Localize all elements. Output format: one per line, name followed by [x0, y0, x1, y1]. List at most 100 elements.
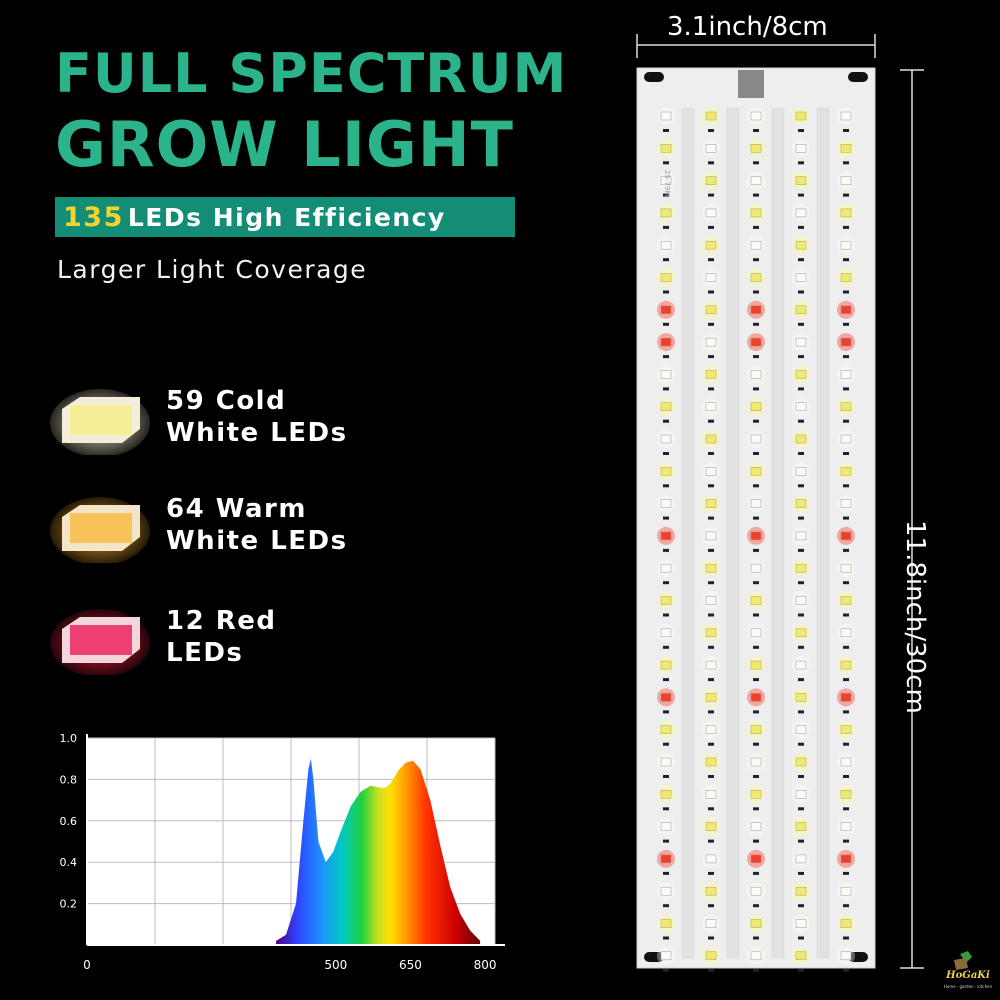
- subtitle: Larger Light Coverage: [57, 255, 368, 284]
- resistor: [798, 193, 804, 197]
- led-chip: [750, 919, 762, 928]
- spectrum-area: [276, 758, 481, 945]
- resistor: [663, 839, 669, 843]
- resistor: [663, 581, 669, 585]
- led-chip: [840, 660, 852, 670]
- led-chip: [705, 886, 717, 896]
- led-chip: [705, 208, 717, 218]
- resistor: [663, 355, 669, 359]
- led-chip: [705, 790, 717, 799]
- led-chip: [660, 370, 672, 379]
- resistor: [798, 548, 804, 552]
- led-chip: [660, 693, 672, 702]
- led-chip: [795, 919, 807, 928]
- led-chip: [840, 144, 852, 153]
- resistor: [843, 581, 849, 585]
- resistor: [663, 742, 669, 746]
- led-chip: [750, 790, 762, 799]
- resistor: [798, 678, 804, 682]
- led-chip: [750, 886, 762, 896]
- resistor: [798, 613, 804, 617]
- resistor: [753, 936, 759, 940]
- resistor: [663, 710, 669, 714]
- led-chip: [660, 402, 672, 411]
- led-chip: [840, 563, 852, 573]
- red-led-icon: [50, 609, 150, 675]
- logo-text: HoGaKi: [945, 970, 990, 981]
- led-chip: [750, 208, 762, 218]
- resistor: [843, 193, 849, 197]
- resistor: [843, 871, 849, 875]
- led-chip: [705, 402, 717, 411]
- led-chip: [660, 499, 672, 508]
- resistor: [663, 419, 669, 423]
- resistor: [843, 161, 849, 165]
- led-chip: [705, 660, 717, 670]
- led-chip: [660, 854, 672, 864]
- led-chip: [795, 402, 807, 411]
- resistor: [753, 258, 759, 262]
- led-chip: [795, 434, 807, 444]
- resistor: [753, 516, 759, 520]
- resistor: [708, 387, 714, 391]
- resistor: [798, 161, 804, 165]
- led-chip: [705, 531, 717, 541]
- resistor: [843, 548, 849, 552]
- silkscreen-label: 25-79M: [663, 170, 671, 196]
- resistor: [843, 645, 849, 649]
- led-chip: [795, 273, 807, 282]
- resistor: [708, 419, 714, 423]
- resistor: [798, 322, 804, 326]
- led-chip: [840, 370, 852, 379]
- led-chip: [705, 693, 717, 702]
- resistor: [663, 678, 669, 682]
- resistor: [843, 129, 849, 132]
- led-chip: [795, 370, 807, 379]
- led-chip: [795, 693, 807, 702]
- resistor: [708, 968, 714, 972]
- led-chip: [705, 596, 717, 605]
- resistor: [753, 484, 759, 488]
- resistor: [798, 968, 804, 972]
- led-chip: [795, 854, 807, 864]
- resistor: [708, 225, 714, 229]
- led-chip: [705, 951, 717, 961]
- led-chip: [660, 725, 672, 734]
- led-chip: [840, 467, 852, 476]
- resistor: [798, 742, 804, 746]
- resistor: [753, 645, 759, 649]
- resistor: [843, 678, 849, 682]
- led-chip: [750, 176, 762, 185]
- led-chip: [750, 854, 762, 864]
- resistor: [708, 904, 714, 908]
- led-chip: [795, 790, 807, 799]
- led-chip: [750, 951, 762, 961]
- banner-text: LEDs High Efficiency: [127, 202, 446, 232]
- led-chip: [795, 176, 807, 185]
- warm-white-line2: White LEDs: [166, 526, 348, 556]
- x-tick-labels: 0 500 650 800: [83, 958, 496, 972]
- led-chip: [705, 144, 717, 153]
- led-chip: [705, 273, 717, 282]
- led-chip: [705, 725, 717, 734]
- resistor: [663, 775, 669, 778]
- cold-white-led-icon: [50, 389, 150, 455]
- resistor: [798, 645, 804, 649]
- height-label: 11.8inch/30cm: [900, 520, 930, 714]
- led-chip: [750, 628, 762, 638]
- led-chip: [750, 111, 762, 121]
- led-chip: [660, 531, 672, 541]
- led-chip: [660, 273, 672, 282]
- resistor: [753, 742, 759, 746]
- resistor: [798, 581, 804, 585]
- led-chip: [840, 919, 852, 928]
- pcb-traces: [681, 107, 830, 959]
- resistor: [708, 193, 714, 197]
- cold-white-line1: 59 Cold: [166, 386, 287, 416]
- resistor: [753, 548, 759, 552]
- resistor: [843, 419, 849, 423]
- y-tick-labels: 1.0 0.8 0.6 0.4 0.2: [60, 732, 78, 911]
- resistor: [708, 516, 714, 520]
- resistor: [753, 290, 759, 294]
- led-chip: [660, 337, 672, 347]
